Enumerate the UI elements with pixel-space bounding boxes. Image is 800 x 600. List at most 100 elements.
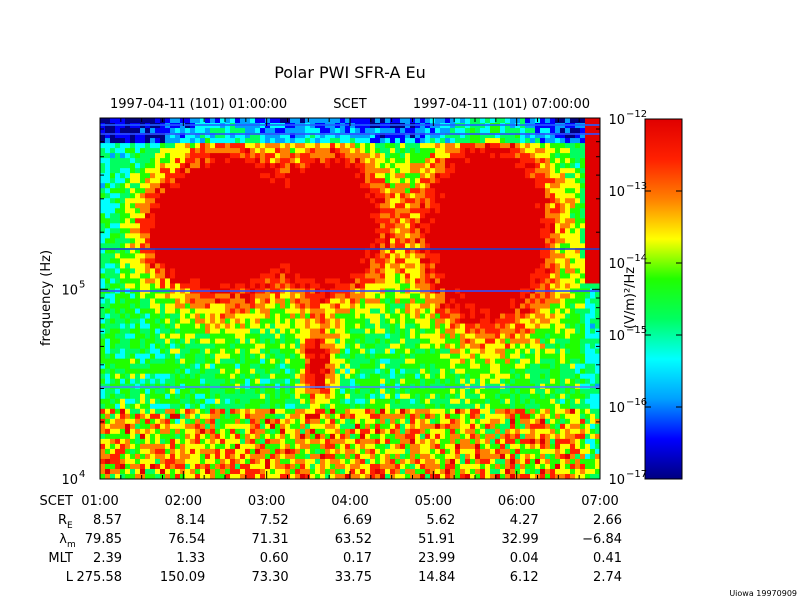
spectrogram-cell <box>250 468 256 475</box>
spectrogram-cell <box>445 228 451 234</box>
spectrogram-cell <box>395 178 401 184</box>
spectrogram-cell <box>435 138 441 144</box>
spectrogram-cell <box>105 473 111 479</box>
spectrogram-cell <box>340 348 346 355</box>
spectrogram-cell <box>370 178 376 184</box>
spectrogram-cell <box>160 338 166 345</box>
spectrogram-cell <box>440 333 446 340</box>
spectrogram-cell <box>135 463 141 470</box>
spectrogram-cell <box>185 163 191 169</box>
spectrogram-cell <box>250 338 256 345</box>
spectrogram-cell <box>260 368 266 375</box>
spectrogram-cell <box>420 328 426 335</box>
spectrogram-cell <box>330 458 336 465</box>
spectrogram-cell <box>220 423 226 430</box>
spectrogram-cell <box>375 388 381 395</box>
spectrogram-cell <box>385 393 391 400</box>
chart-title: Polar PWI SFR-A Eu <box>274 63 426 82</box>
spectrogram-cell <box>180 188 186 194</box>
spectrogram-cell <box>275 443 281 450</box>
spectrogram-cell <box>300 463 306 470</box>
spectrogram-cell <box>270 223 276 229</box>
spectrogram-cell <box>275 318 281 325</box>
spectrogram-cell <box>220 453 226 460</box>
spectrogram-cell <box>265 438 271 445</box>
spectrogram-cell <box>155 268 161 275</box>
spectrogram-cell <box>425 258 431 265</box>
spectrogram-cell <box>365 453 371 460</box>
spectrogram-cell <box>270 233 276 239</box>
spectrogram-cell <box>335 328 341 335</box>
spectrogram-cell <box>165 133 171 139</box>
spectrogram-cell <box>245 148 251 154</box>
spectrogram-cell <box>425 338 431 345</box>
spectrogram-cell <box>105 388 111 395</box>
spectrogram-cell <box>320 388 326 395</box>
spectrogram-cell <box>345 163 351 169</box>
spectrogram-cell <box>325 138 331 144</box>
spectrogram-cell <box>420 178 426 184</box>
spectrogram-cell <box>380 368 386 375</box>
spectrogram-cell <box>260 428 266 435</box>
spectrogram-cell <box>260 298 266 305</box>
spectrogram-cell <box>225 243 231 249</box>
spectrogram-cell <box>435 403 441 410</box>
spectrogram-cell <box>290 418 296 425</box>
spectrogram-cell <box>225 143 231 149</box>
spectrogram-cell <box>265 403 271 410</box>
spectrogram-cell <box>325 443 331 450</box>
spectrogram-cell <box>430 428 436 435</box>
spectrogram-cell <box>435 178 441 184</box>
spectrogram-cell <box>145 253 151 259</box>
spectrogram-cell <box>265 278 271 285</box>
spectrogram-cell <box>330 153 336 159</box>
spectrogram-cell <box>195 348 201 355</box>
spectrogram-cell <box>430 263 436 270</box>
spectrogram-cell <box>385 173 391 179</box>
spectrogram-cell <box>155 333 161 340</box>
spectrogram-cell <box>420 378 426 385</box>
spectrogram-cell <box>115 143 121 149</box>
spectrogram-cell <box>285 248 291 254</box>
spectrogram-cell <box>330 228 336 234</box>
spectrogram-cell <box>325 293 331 300</box>
spectrogram-cell <box>285 353 291 360</box>
spectrogram-cell <box>410 468 416 475</box>
spectrogram-cell <box>265 348 271 355</box>
spectrogram-cell <box>440 308 446 315</box>
spectrogram-cell <box>430 253 436 259</box>
spectrogram-cell <box>235 163 241 169</box>
spectrogram-cell <box>395 238 401 244</box>
spectrogram-cell <box>140 303 146 310</box>
spectrogram-cell <box>235 178 241 184</box>
spectrogram-cell <box>100 228 106 234</box>
spectrogram-cell <box>190 283 196 290</box>
spectrogram-cell <box>145 133 151 139</box>
spectrogram-cell <box>135 238 141 244</box>
spectrogram-cell <box>225 333 231 340</box>
spectrogram-cell <box>180 298 186 305</box>
spectrogram-cell <box>295 283 301 290</box>
spectrogram-cell <box>445 168 451 174</box>
spectrogram-cell <box>390 328 396 335</box>
spectrogram-cell <box>415 198 421 204</box>
spectrogram-cell <box>330 188 336 194</box>
spectrogram-cell <box>245 403 251 410</box>
spectrogram-cell <box>245 463 251 470</box>
spectrogram-cell <box>395 208 401 214</box>
spectrogram-cell <box>100 248 106 254</box>
spectrogram-cell <box>370 403 376 410</box>
spectrogram-cell <box>425 168 431 174</box>
spectrogram-cell <box>440 353 446 360</box>
spectrogram-cell <box>155 233 161 239</box>
spectrogram-cell <box>345 128 351 134</box>
spectrogram-cell <box>190 178 196 184</box>
spectrogram-cell <box>185 128 191 134</box>
spectrogram-cell <box>345 403 351 410</box>
spectrogram-cell <box>375 143 381 149</box>
spectrogram-cell <box>400 363 406 370</box>
spectrogram-cell <box>420 323 426 330</box>
spectrogram-cell <box>310 248 316 254</box>
spectrogram-cell <box>280 443 286 450</box>
spectrogram-cell <box>280 228 286 234</box>
